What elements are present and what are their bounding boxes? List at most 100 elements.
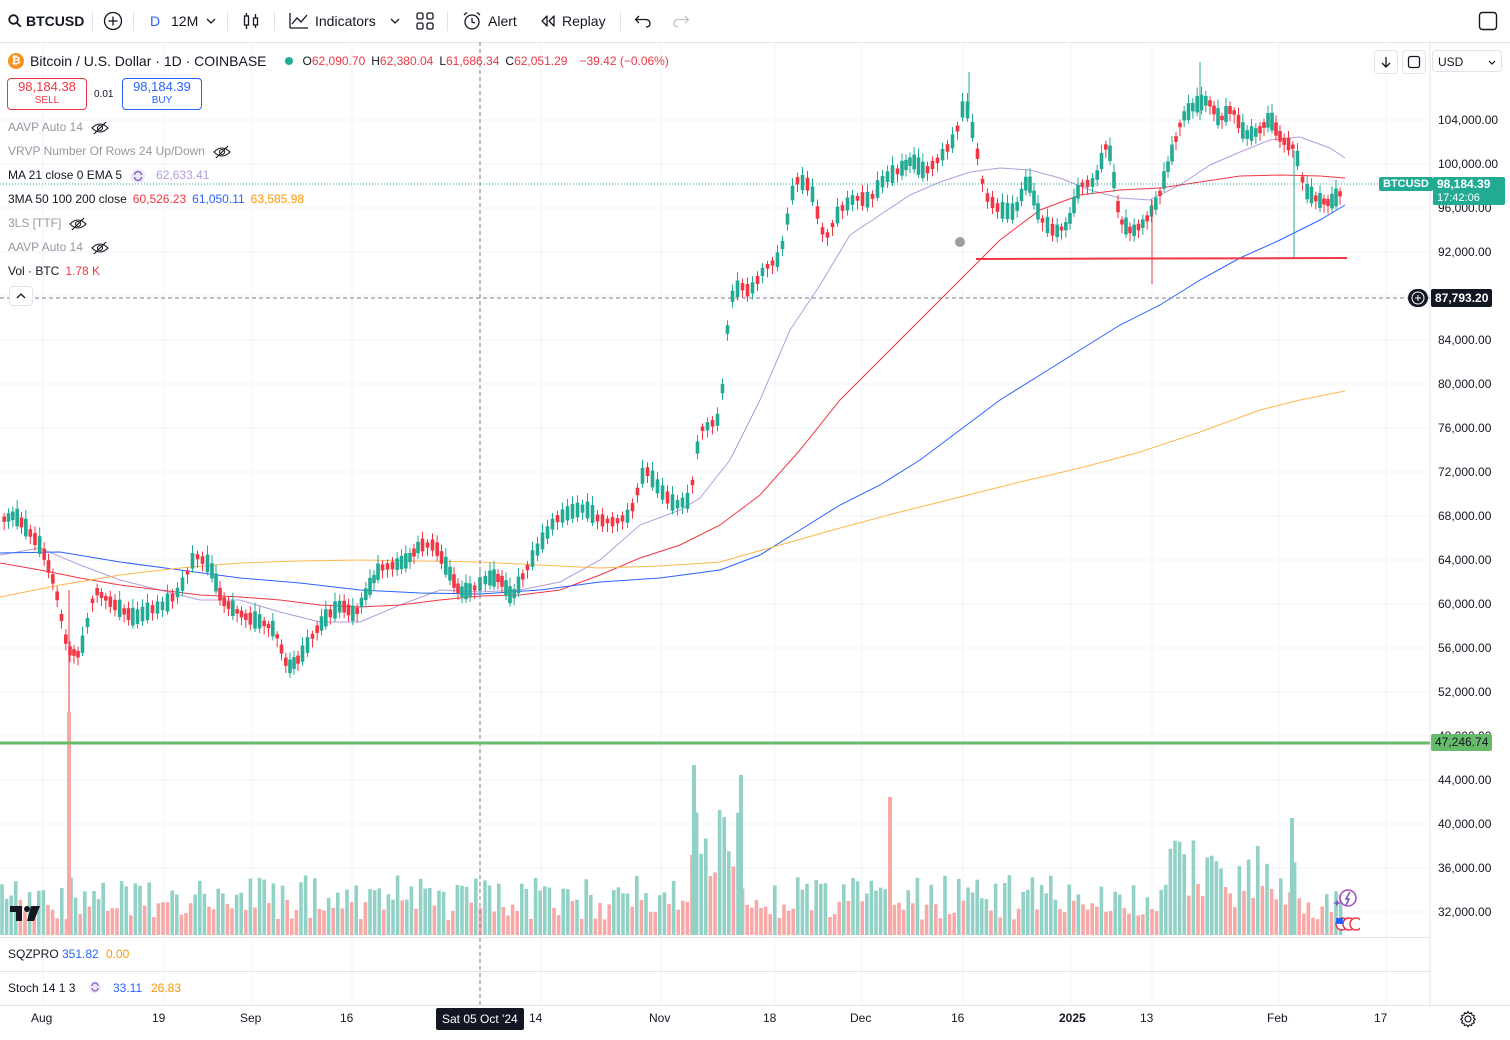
eye-off-icon[interactable] (213, 145, 231, 159)
tradingview-logo[interactable] (10, 904, 42, 927)
buy-button[interactable]: 98,184.39 BUY (122, 78, 202, 110)
candle-body (390, 561, 395, 570)
alert-button[interactable]: Alert (462, 0, 517, 42)
chart-title[interactable]: Bitcoin / U.S. Dollar · 1D · COINBASE (30, 53, 267, 69)
candle-body (131, 607, 135, 626)
currency-value: USD (1438, 55, 1464, 69)
add-alert-button[interactable] (1408, 289, 1428, 307)
volume-bar (1039, 885, 1044, 935)
eye-off-icon[interactable] (69, 217, 88, 231)
interval-button[interactable]: D (150, 13, 161, 29)
candle-type-button[interactable] (243, 0, 259, 42)
volume-bar (612, 890, 616, 935)
candle-body (865, 191, 870, 208)
candle-body (288, 659, 292, 674)
eye-off-icon[interactable] (91, 121, 109, 135)
candle-body (625, 509, 630, 523)
stoch-pane[interactable]: Stoch 14 1 3 33.11 26.83 (0, 971, 1430, 1006)
candle-body (605, 518, 610, 524)
indicator-row[interactable]: 3LS [TTF] (8, 216, 88, 231)
indicator-name: VRVP Number Of Rows 24 Up/Down (8, 144, 205, 158)
search-icon (8, 14, 22, 28)
download-button[interactable] (1374, 50, 1398, 74)
indicator-row[interactable]: 3MA 50 100 200 close 60,526.23 61,050.11 63… (8, 192, 304, 206)
volume-bar (869, 880, 874, 935)
volume-bar (915, 877, 920, 935)
price-tick-label: 80,000.00 (1438, 377, 1492, 391)
assistant-sparkle-icon[interactable] (1332, 888, 1363, 937)
indicators-button[interactable]: Indicators (289, 0, 376, 42)
price-tick-label: 72,000.00 (1438, 465, 1492, 479)
volume-bar (667, 904, 671, 935)
replay-button[interactable]: Replay (540, 0, 606, 42)
volume-bar (1283, 904, 1288, 935)
volume-bar (1191, 840, 1196, 935)
volume-bar (924, 904, 929, 935)
templates-button[interactable] (416, 0, 434, 42)
volume-bar (501, 906, 506, 935)
chart-overlays (0, 42, 1430, 1005)
candle-body (1005, 202, 1010, 220)
volume-bar (400, 900, 404, 935)
volume-bar (221, 893, 225, 935)
volume-bar (1026, 889, 1030, 935)
symbol-search[interactable]: BTCUSD (8, 0, 84, 42)
candle-body (175, 587, 180, 598)
volume-bar (773, 885, 777, 935)
candle-body (1104, 144, 1108, 150)
indicator-name: AAVP Auto 14 (8, 120, 83, 134)
volume-bar (662, 892, 667, 935)
candle-body (64, 634, 68, 644)
ohlc-key-h: H (371, 54, 380, 68)
candle-body (310, 633, 315, 639)
volume-bar (115, 908, 119, 935)
stoch-name: Stoch 14 1 3 (8, 981, 76, 995)
indicator-row[interactable]: AAVP Auto 14 (8, 120, 109, 135)
indicator-row[interactable]: AAVP Auto 14 (8, 240, 109, 255)
candle-body (271, 620, 275, 637)
fullscreen-button[interactable] (1478, 0, 1498, 42)
volume-bar (694, 812, 699, 935)
volume-bar (727, 851, 731, 935)
candle-body (785, 213, 790, 225)
candle-body (460, 586, 464, 597)
indicators-chevron-icon[interactable] (390, 0, 400, 42)
volume-bar (1044, 893, 1048, 935)
redo-button[interactable] (672, 0, 690, 42)
auto-scale-button[interactable] (1402, 50, 1426, 74)
volume-bar (216, 888, 220, 935)
compare-button[interactable] (103, 0, 123, 42)
candle-body (1300, 176, 1305, 183)
volume-bar (294, 910, 299, 935)
eye-off-icon[interactable] (91, 241, 109, 255)
time-axis[interactable]: Aug 19 Sep 16 14 Nov 18 Dec 16 2025 13 Feb 17 (0, 1005, 1510, 1040)
candle-body (1232, 110, 1236, 115)
time-tick-label: 14 (529, 1011, 543, 1025)
candle-body (108, 596, 113, 607)
candle-body (231, 600, 235, 616)
volume-bar (78, 914, 82, 935)
indicator-row[interactable]: VRVP Number Of Rows 24 Up/Down (8, 144, 231, 159)
candle-body (76, 650, 80, 658)
volume-bar (1154, 911, 1159, 935)
indicator-row[interactable]: MA 21 close 0 EMA 5 62,633.41 (8, 168, 209, 184)
candle-body (1040, 218, 1045, 223)
range-button[interactable]: 12M (171, 13, 199, 29)
indicator-row[interactable]: Vol · BTC 1.78 K (8, 264, 100, 278)
volume-bar (1150, 909, 1154, 935)
sell-button[interactable]: 98,184.38 SELL (7, 78, 87, 110)
settings-button[interactable] (1459, 1010, 1477, 1033)
sqzpro-pane[interactable]: SQZPRO 351.82 0.00 (0, 937, 1430, 972)
candle-body (185, 570, 190, 575)
chart-grid (0, 42, 1431, 1005)
volume-bar (1173, 840, 1177, 935)
currency-select[interactable]: USD (1432, 50, 1502, 72)
candle-body (324, 609, 328, 627)
volume-bar (1246, 859, 1251, 935)
collapse-legend-button[interactable] (9, 286, 33, 306)
undo-button[interactable] (634, 0, 652, 42)
chevron-down-icon[interactable] (206, 0, 216, 42)
time-tick-label: 13 (1140, 1011, 1154, 1025)
candle-body (210, 563, 214, 579)
